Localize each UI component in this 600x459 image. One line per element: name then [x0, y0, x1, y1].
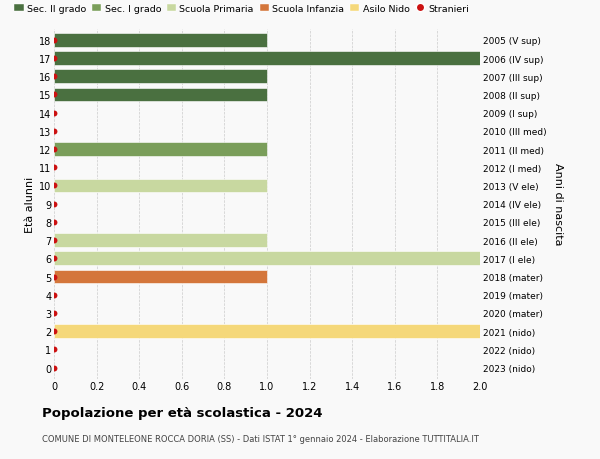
Point: [49, 128, 59, 135]
Point: [49, 273, 59, 280]
Point: [49, 37, 59, 45]
Point: [49, 237, 59, 244]
Point: [49, 73, 59, 81]
Y-axis label: Età alunni: Età alunni: [25, 176, 35, 232]
Point: [49, 346, 59, 353]
Point: [49, 201, 59, 208]
Point: [49, 182, 59, 190]
Text: Popolazione per età scolastica - 2024: Popolazione per età scolastica - 2024: [42, 406, 323, 419]
Point: [49, 55, 59, 62]
Bar: [54, 89, 267, 102]
Point: [49, 164, 59, 172]
Y-axis label: Anni di nascita: Anni di nascita: [553, 163, 563, 246]
Text: COMUNE DI MONTELEONE ROCCA DORIA (SS) - Dati ISTAT 1° gennaio 2024 - Elaborazion: COMUNE DI MONTELEONE ROCCA DORIA (SS) - …: [42, 434, 479, 443]
Point: [49, 291, 59, 299]
Point: [49, 364, 59, 371]
Bar: [54, 234, 267, 247]
Bar: [54, 270, 267, 284]
Point: [49, 219, 59, 226]
Bar: [54, 70, 267, 84]
Bar: [54, 325, 480, 338]
Bar: [54, 34, 267, 48]
Point: [49, 328, 59, 335]
Bar: [54, 179, 267, 193]
Point: [49, 91, 59, 99]
Bar: [54, 52, 480, 66]
Point: [49, 146, 59, 153]
Bar: [54, 143, 267, 157]
Bar: [54, 252, 480, 266]
Legend: Sec. II grado, Sec. I grado, Scuola Primaria, Scuola Infanzia, Asilo Nido, Stran: Sec. II grado, Sec. I grado, Scuola Prim…: [14, 5, 469, 14]
Point: [49, 255, 59, 263]
Point: [49, 309, 59, 317]
Point: [49, 110, 59, 117]
